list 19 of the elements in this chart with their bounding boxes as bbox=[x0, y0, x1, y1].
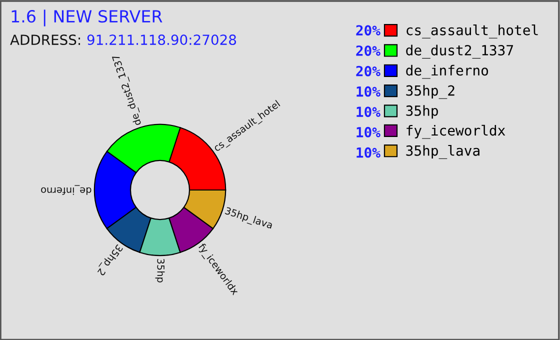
legend-label: de_dust2_1337 bbox=[406, 44, 513, 59]
legend-label: fy_iceworldx bbox=[406, 124, 506, 139]
text: 91.211.118.90:27028 bbox=[87, 34, 236, 46]
text: ADDRESS: bbox=[10, 34, 80, 46]
legend-label: 35hp_2 bbox=[406, 85, 454, 99]
data-label: 10% bbox=[356, 126, 380, 138]
legend-label: cs_assault_hotel bbox=[406, 24, 538, 38]
data-label: 10% bbox=[356, 147, 380, 158]
slice-label: de_inferno bbox=[41, 185, 92, 195]
data-label: 10% bbox=[356, 106, 380, 118]
legend-label: 35hp_lava bbox=[406, 145, 480, 159]
data-label: 20% bbox=[356, 66, 380, 76]
legend-label: 35hp bbox=[406, 105, 438, 119]
data-label: 20% bbox=[356, 25, 380, 36]
slice-label: 35hp bbox=[155, 258, 165, 282]
data-label: 10% bbox=[356, 86, 380, 97]
legend-label: de_inferno bbox=[406, 64, 488, 79]
chart-title: 1.6 | NEW SERVER bbox=[12, 10, 162, 26]
data-label: 20% bbox=[356, 45, 380, 56]
